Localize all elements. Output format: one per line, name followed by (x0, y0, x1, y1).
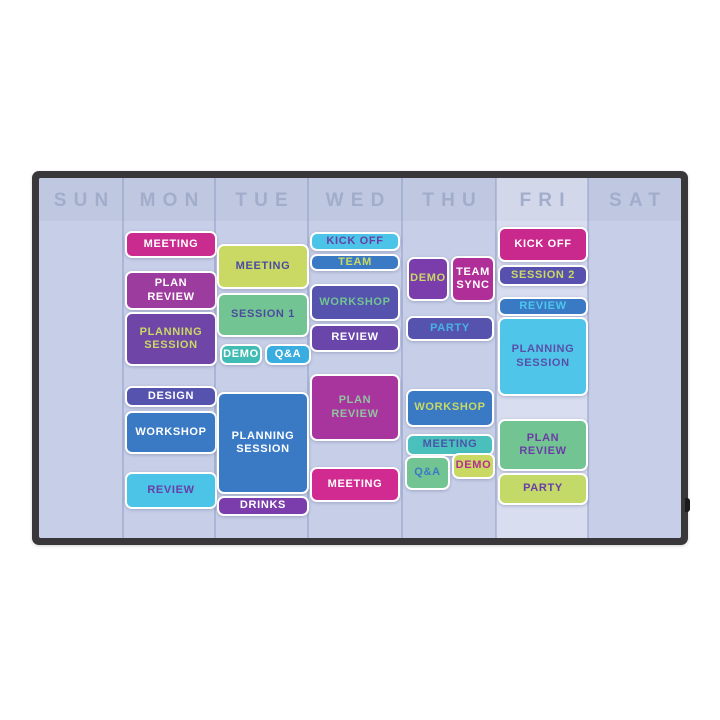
event-mon-design[interactable]: DESIGN (125, 386, 217, 407)
day-header-sat: SAT (608, 190, 668, 211)
event-tue-session-1[interactable]: SESSION 1 (217, 293, 309, 337)
event-mon-workshop[interactable]: WORKSHOP (125, 411, 217, 454)
event-fri-session-2[interactable]: SESSION 2 (498, 265, 588, 286)
monitor-frame: SUN MON TUE WED THU FRI SAT MEETING PLAN REVIEW P… (32, 171, 690, 545)
event-mon-review[interactable]: REVIEW (125, 472, 217, 509)
event-wed-kick-off[interactable]: KICK OFF (310, 232, 400, 251)
event-tue-qa[interactable]: Q&A (265, 344, 311, 365)
event-thu-party[interactable]: PARTY (406, 316, 494, 341)
event-thu-qa[interactable]: Q&A (405, 456, 450, 490)
event-tue-demo[interactable]: DEMO (220, 344, 262, 365)
event-wed-review[interactable]: REVIEW (310, 324, 400, 352)
event-wed-team[interactable]: TEAM (310, 254, 400, 271)
event-thu-workshop[interactable]: WORKSHOP (406, 389, 494, 427)
event-thu-team-sync[interactable]: TEAM SYNC (451, 256, 495, 302)
event-fri-review[interactable]: REVIEW (498, 297, 588, 316)
column-separator (495, 178, 497, 538)
event-fri-kick-off[interactable]: KICK OFF (498, 227, 588, 262)
event-thu-meeting[interactable]: MEETING (406, 434, 494, 456)
day-header-thu: THU (422, 190, 483, 211)
event-wed-plan-review[interactable]: PLAN REVIEW (310, 374, 400, 441)
column-separator (587, 178, 589, 538)
event-tue-planning-session[interactable]: PLANNING SESSION (217, 392, 309, 494)
calendar-board: SUN MON TUE WED THU FRI SAT MEETING PLAN REVIEW P… (39, 178, 681, 538)
day-header-fri: FRI (519, 190, 572, 211)
event-wed-workshop[interactable]: WORKSHOP (310, 284, 400, 321)
day-header-wed: WED (325, 190, 392, 211)
event-fri-plan-review[interactable]: PLAN REVIEW (498, 419, 588, 471)
event-mon-planning-session[interactable]: PLANNING SESSION (125, 312, 217, 366)
day-header-mon: MON (139, 190, 206, 211)
event-tue-meeting[interactable]: MEETING (217, 244, 309, 289)
day-header-sun: SUN (53, 190, 116, 211)
event-fri-planning-session[interactable]: PLANNING SESSION (498, 317, 588, 396)
event-wed-meeting[interactable]: MEETING (310, 467, 400, 502)
event-tue-drinks[interactable]: DRINKS (217, 496, 309, 516)
event-fri-party[interactable]: PARTY (498, 473, 588, 505)
bezel-button-detail (685, 498, 690, 512)
event-thu-demo[interactable]: DEMO (407, 257, 449, 301)
day-header-tue: TUE (235, 190, 295, 211)
column-separator (122, 178, 124, 538)
event-thu-demo-2[interactable]: DEMO (452, 453, 495, 479)
calendar-header-band (39, 178, 681, 221)
event-mon-meeting[interactable]: MEETING (125, 231, 217, 258)
event-mon-plan-review[interactable]: PLAN REVIEW (125, 271, 217, 310)
column-separator (401, 178, 403, 538)
